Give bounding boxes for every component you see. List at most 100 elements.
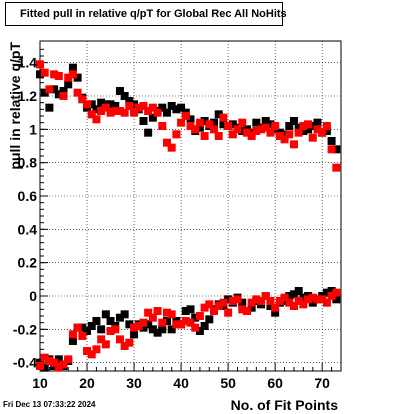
data-point — [308, 122, 317, 130]
data-point — [322, 122, 331, 130]
data-point — [261, 117, 270, 125]
data-point — [327, 137, 336, 145]
data-point — [275, 132, 284, 140]
data-point — [200, 132, 209, 140]
data-point — [304, 295, 313, 304]
x-tick-label: 10 — [32, 375, 48, 391]
x-tick-label: 60 — [267, 375, 283, 391]
data-point — [191, 125, 200, 134]
data-point — [308, 133, 317, 142]
data-point — [115, 313, 124, 322]
data-point — [181, 112, 190, 120]
data-point — [54, 72, 63, 80]
data-point — [172, 130, 181, 139]
data-point — [294, 128, 303, 137]
data-point — [205, 300, 214, 309]
data-point — [322, 127, 331, 135]
data-point — [205, 120, 214, 129]
data-point — [313, 295, 322, 304]
data-point — [162, 138, 171, 147]
y-tick-label: 1.2 — [18, 88, 38, 104]
data-point — [228, 120, 237, 129]
data-point — [233, 125, 242, 134]
y-tick-label: 0.2 — [18, 255, 38, 271]
data-point — [92, 317, 101, 325]
data-point — [177, 320, 186, 329]
y-tick-label: 0 — [29, 288, 37, 304]
data-point — [36, 362, 44, 370]
timestamp-label: Fri Dec 13 07:33:22 2024 — [3, 400, 96, 409]
data-point — [224, 308, 233, 317]
data-point — [299, 127, 308, 135]
x-tick-label: 30 — [126, 375, 142, 391]
data-point — [40, 363, 49, 372]
data-point — [233, 295, 242, 304]
data-point — [318, 295, 327, 304]
y-tick-label: 0.4 — [18, 221, 38, 237]
data-point — [327, 145, 336, 154]
data-point — [186, 122, 195, 130]
data-point — [106, 317, 115, 325]
data-point — [78, 95, 87, 104]
data-point — [139, 102, 148, 110]
data-point — [45, 103, 54, 112]
data-point — [83, 100, 92, 109]
data-point — [252, 118, 261, 127]
data-point — [54, 90, 63, 99]
data-point — [247, 303, 256, 312]
tick-labels: 10 20 30 40 50 60 70 -0.4 -0.2 0 0.2 0.4 0.6 0.8 1 1.2 1… — [13, 55, 330, 391]
data-point — [125, 320, 134, 329]
data-point — [271, 303, 280, 312]
data-point — [195, 123, 204, 132]
data-point — [299, 122, 308, 130]
x-tick-label: 40 — [173, 375, 189, 391]
data-point — [115, 107, 124, 115]
data-point — [125, 97, 134, 105]
data-point — [318, 128, 327, 137]
data-point — [177, 103, 186, 112]
data-point — [111, 107, 120, 115]
data-point — [167, 325, 176, 334]
data-point — [115, 335, 124, 344]
data-point — [191, 313, 200, 322]
data-point — [181, 317, 190, 325]
data-point — [59, 92, 68, 100]
data-point — [313, 125, 322, 134]
data-point — [111, 102, 120, 110]
data-point — [304, 120, 313, 129]
data-point — [144, 107, 153, 115]
data-point — [115, 87, 124, 95]
data-point — [68, 63, 77, 72]
data-point — [64, 80, 73, 89]
data-point — [275, 297, 284, 305]
data-point — [313, 118, 322, 127]
data-point — [92, 115, 101, 124]
data-point — [280, 293, 289, 302]
data-point — [167, 310, 176, 319]
data-point — [271, 122, 280, 130]
data-point — [68, 70, 77, 79]
data-point — [327, 292, 336, 300]
data-point — [144, 128, 153, 137]
data-point — [106, 108, 115, 117]
data-point — [289, 290, 298, 299]
chart-title: Fitted pull in relative q/pT for Global … — [5, 2, 287, 26]
data-point — [162, 308, 171, 317]
data-point — [195, 312, 204, 320]
data-point — [224, 122, 233, 130]
data-point — [280, 135, 289, 144]
data-point — [167, 143, 176, 152]
data-point — [167, 102, 176, 110]
data-point — [73, 323, 82, 332]
y-axis-label: pull in relative q/pT — [7, 42, 23, 170]
data-point — [148, 113, 157, 122]
data-point — [210, 307, 219, 315]
data-point — [36, 60, 44, 69]
data-point — [87, 350, 96, 359]
data-point — [181, 307, 190, 315]
data-point — [148, 325, 157, 334]
data-point — [238, 298, 247, 307]
data-point — [266, 302, 275, 310]
data-point — [92, 345, 101, 354]
